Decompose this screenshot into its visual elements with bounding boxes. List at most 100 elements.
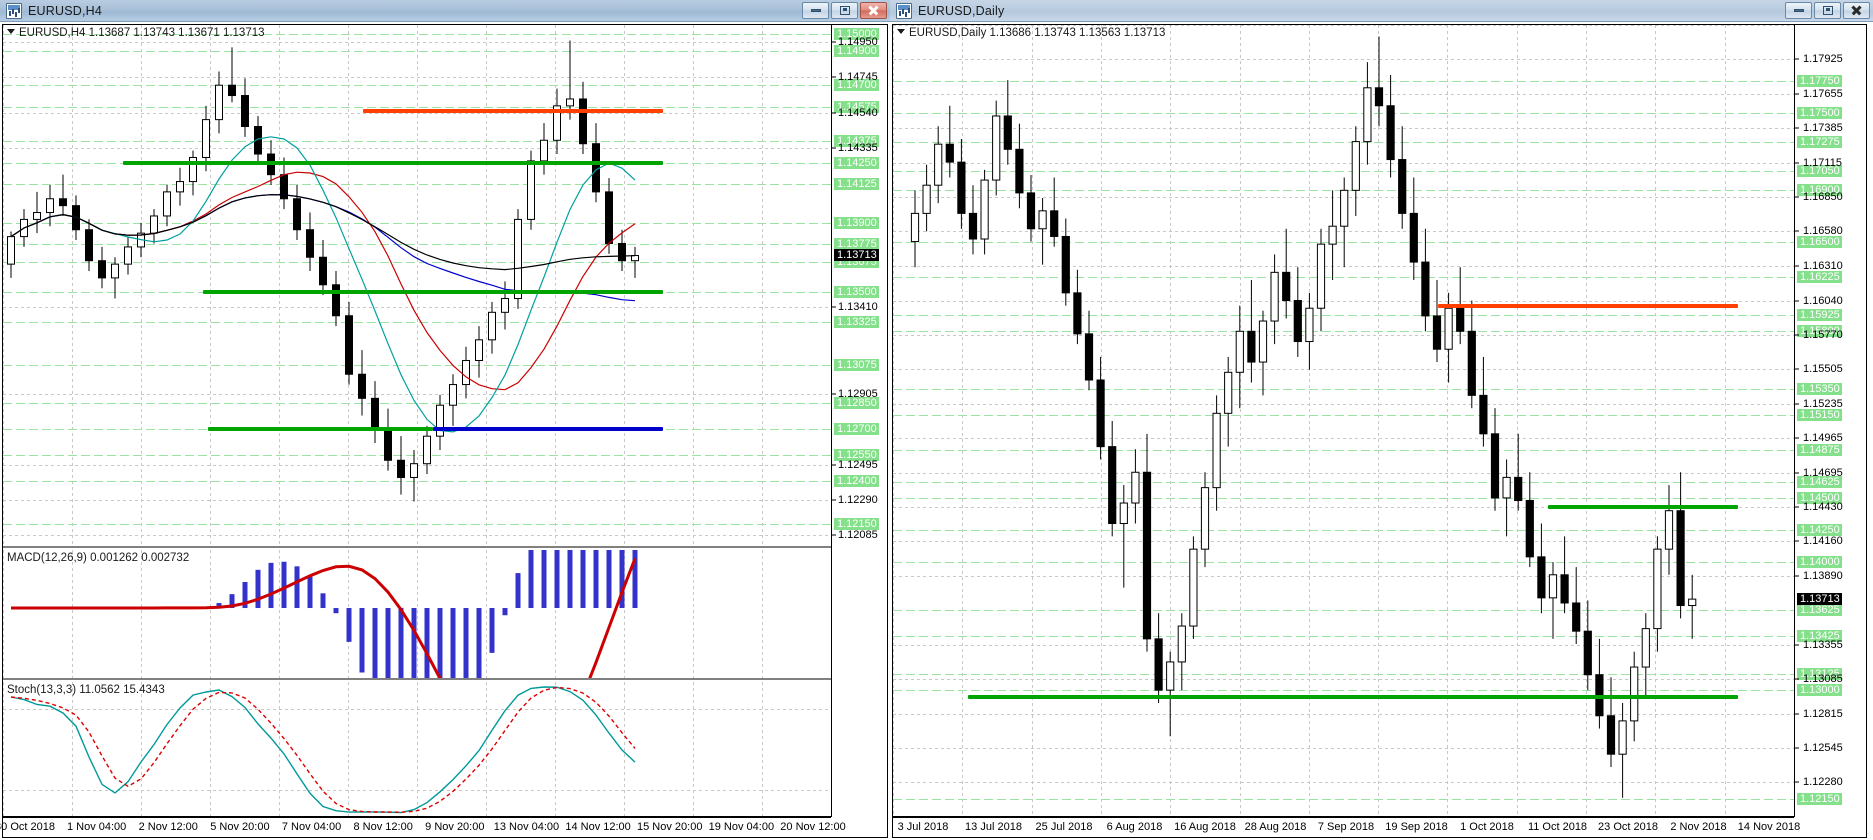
gridline-vertical xyxy=(72,550,73,678)
gridline-vertical xyxy=(348,682,349,816)
gridline-level xyxy=(3,523,887,525)
gridline-vertical xyxy=(1725,25,1726,816)
gridline-horizontal xyxy=(893,162,1866,164)
axis-tick xyxy=(832,464,836,466)
gridline-vertical xyxy=(486,25,487,546)
axis-tick xyxy=(1795,403,1799,405)
price-label: 1.12290 xyxy=(838,493,878,506)
time-axis-h4[interactable]: 30 Oct 2018 1 Nov 04:00 2 Nov 12:00 5 Nov 2… xyxy=(0,817,846,837)
price-label-level: 1.14125 xyxy=(834,178,879,191)
price-label: 1.17655 xyxy=(1803,87,1843,100)
gridline-horizontal xyxy=(3,112,887,114)
axis-tick xyxy=(832,41,836,43)
gridline-horizontal xyxy=(893,335,1866,337)
price-label-level: 1.12150 xyxy=(834,517,879,530)
time-axis-daily[interactable]: 3 Jul 2018 13 Jul 2018 25 Jul 2018 6 Aug 20… xyxy=(893,817,1800,837)
support-line-green[interactable] xyxy=(968,694,1738,699)
titlebar-eurusd-daily[interactable]: EURUSD,Daily xyxy=(890,0,1873,22)
axis-tick xyxy=(1795,265,1799,267)
axis-tick xyxy=(1795,472,1799,474)
gridline-level xyxy=(893,635,1866,637)
resistance-line-green[interactable] xyxy=(123,160,663,165)
price-label: 1.12085 xyxy=(838,529,878,542)
price-axis-daily[interactable]: 1.17750 1.17500 1.17275 1.17050 1.16900 1.165… xyxy=(1794,25,1866,817)
macd-pane-h4[interactable]: MACD(12,26,9) 0.001262 0.0027320.0040150… xyxy=(3,550,887,680)
price-label: 1.12815 xyxy=(1803,707,1843,720)
chart-window-eurusd-h4[interactable]: EURUSD,H4 EURUSD,H4 1.13687 1.13743 1.13… xyxy=(0,0,890,840)
price-label-level: 1.15800 xyxy=(1797,325,1842,338)
gridline-vertical xyxy=(693,550,694,678)
chart-window-eurusd-daily[interactable]: EURUSD,Daily EURUSD,Daily 1.13686 1.1374… xyxy=(890,0,1873,840)
gridline-level xyxy=(3,222,887,224)
price-label: 1.15235 xyxy=(1803,397,1843,410)
gridline-vertical xyxy=(417,682,418,816)
price-pane-h4[interactable]: EURUSD,H4 1.13687 1.13743 1.13671 1.1371… xyxy=(3,25,887,548)
price-label-level: 1.14575 xyxy=(834,100,879,113)
price-label: 1.14695 xyxy=(1803,466,1843,479)
restore-button[interactable] xyxy=(1814,2,1841,19)
price-label: 1.14160 xyxy=(1803,535,1843,548)
support-line-blue[interactable] xyxy=(433,427,663,432)
price-label: 1.13085 xyxy=(1803,673,1843,686)
gridline-level xyxy=(893,190,1866,192)
axis-tick xyxy=(1795,127,1799,129)
price-axis-h4[interactable]: 1.15000 1.14900 1.14700 1.14575 1.14375 1.142… xyxy=(831,25,887,817)
dropdown-arrow-icon[interactable] xyxy=(7,29,15,35)
gridline-horizontal xyxy=(893,782,1866,784)
restore-button[interactable] xyxy=(831,2,858,19)
gridline-vertical xyxy=(279,550,280,678)
minimize-button[interactable] xyxy=(802,2,829,19)
chart-canvas-h4[interactable]: EURUSD,H4 1.13687 1.13743 1.13671 1.1371… xyxy=(0,24,888,838)
minimize-button[interactable] xyxy=(1785,2,1812,19)
gridline-vertical xyxy=(624,550,625,678)
resistance-line-red[interactable] xyxy=(363,109,663,114)
window-title: EURUSD,H4 xyxy=(28,3,103,18)
support-line-green[interactable] xyxy=(203,289,663,294)
gridline-level xyxy=(893,610,1866,612)
gridline-horizontal xyxy=(893,576,1866,578)
price-label: 1.14950 xyxy=(838,36,878,49)
titlebar-eurusd-h4[interactable]: EURUSD,H4 xyxy=(0,0,890,22)
price-label: 1.12905 xyxy=(838,388,878,401)
price-label-level: 1.16225 xyxy=(1797,270,1842,283)
gridline-horizontal xyxy=(893,748,1866,750)
chart-canvas-daily[interactable]: EURUSD,Daily 1.13686 1.13743 1.13563 1.1… xyxy=(892,24,1867,838)
axis-tick xyxy=(832,534,836,536)
price-label: 1.12280 xyxy=(1803,776,1843,789)
gridline-level xyxy=(893,241,1866,243)
stoch-band-line xyxy=(3,709,887,710)
gridline-horizontal xyxy=(3,464,887,466)
price-label: 1.13355 xyxy=(1803,638,1843,651)
axis-tick xyxy=(1795,575,1799,577)
price-pane-daily[interactable]: EURUSD,Daily 1.13686 1.13743 1.13563 1.1… xyxy=(893,25,1866,817)
gridline-vertical xyxy=(3,25,4,546)
dropdown-arrow-icon[interactable] xyxy=(897,29,905,35)
gridline-horizontal xyxy=(893,713,1866,715)
resistance-line-red[interactable] xyxy=(1438,303,1738,308)
close-button[interactable] xyxy=(860,2,887,19)
support-line-green-low[interactable] xyxy=(208,427,433,432)
time-label: 13 Jul 2018 xyxy=(965,821,1022,833)
close-button[interactable] xyxy=(1843,2,1870,19)
axis-tick xyxy=(1795,368,1799,370)
resistance-line-green[interactable] xyxy=(1548,504,1738,509)
price-label: 1.14745 xyxy=(838,71,878,84)
gridline-horizontal xyxy=(893,403,1866,405)
time-label: 14 Nov 12:00 xyxy=(565,821,631,833)
time-label: 11 Oct 2018 xyxy=(1527,821,1588,833)
price-label-level: 1.16500 xyxy=(1797,235,1842,248)
gridline-vertical xyxy=(1447,25,1448,816)
price-label-level: 1.13125 xyxy=(1797,668,1842,681)
price-label-level: 1.15150 xyxy=(1797,408,1842,421)
window-buttons xyxy=(802,2,887,19)
time-label: 6 Aug 2018 xyxy=(1106,821,1163,833)
gridline-vertical xyxy=(486,550,487,678)
window-buttons xyxy=(1785,2,1870,19)
stochastic-pane-h4[interactable]: Stoch(13,3,3) 11.0562 15.434310080200 xyxy=(3,682,887,817)
time-label: 1 Oct 2018 xyxy=(1460,821,1514,833)
price-label-level: 1.13900 xyxy=(834,216,879,229)
price-label: 1.15770 xyxy=(1803,329,1843,342)
time-label: 25 Jul 2018 xyxy=(1035,821,1093,833)
gridline-vertical xyxy=(555,550,556,678)
